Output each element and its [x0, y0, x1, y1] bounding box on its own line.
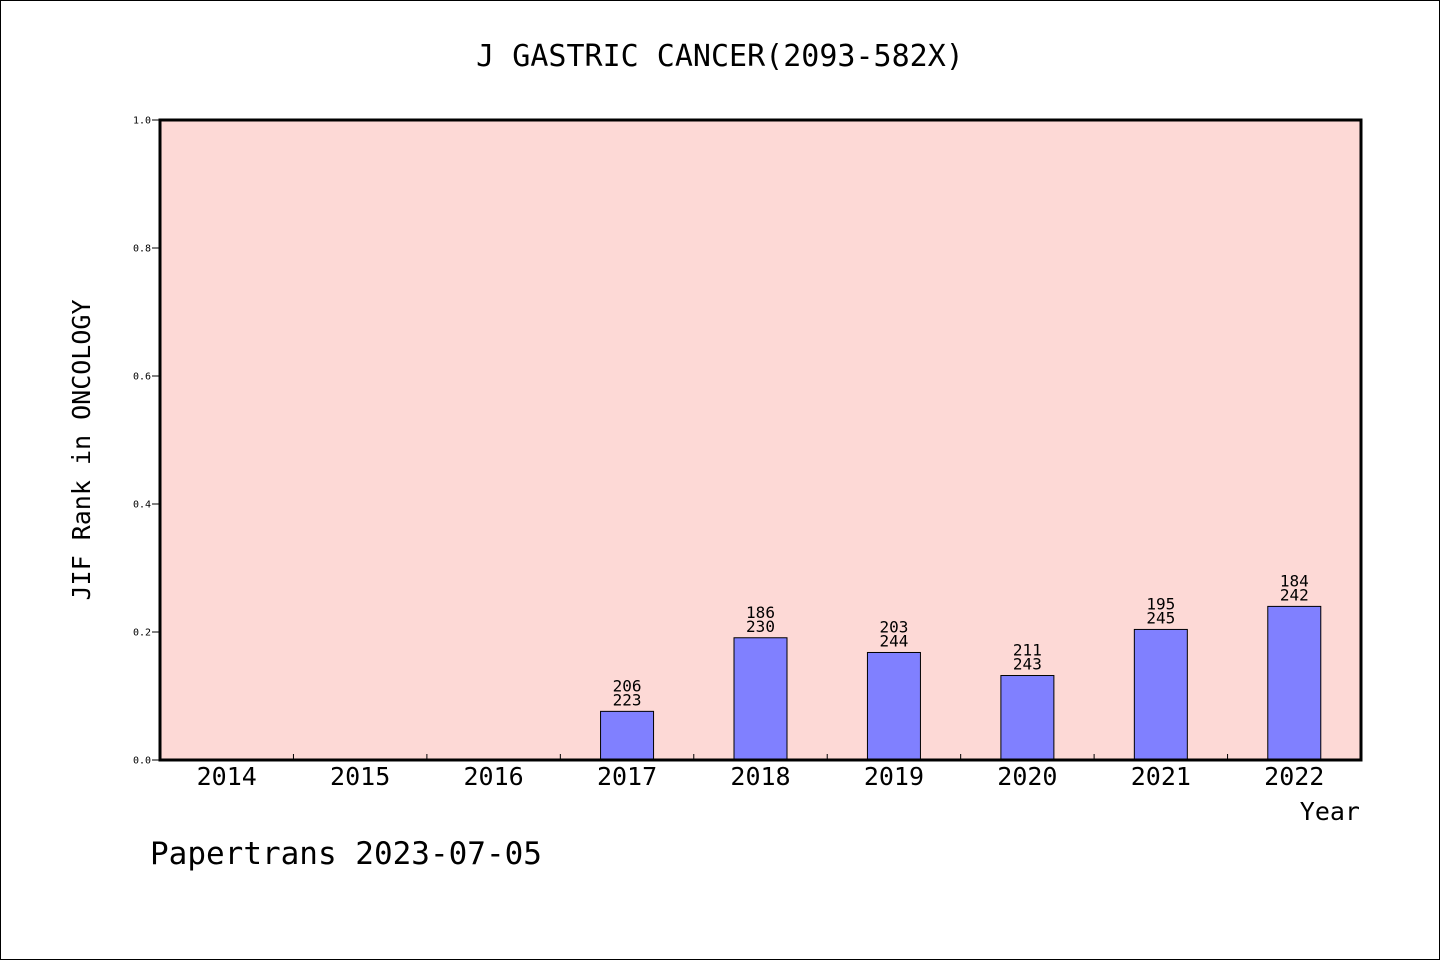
bar-label-top: 211: [1013, 641, 1042, 660]
chart-title: J GASTRIC CANCER(2093-582X): [476, 39, 964, 74]
bar-label-bottom: 223: [613, 690, 642, 709]
bar-label-bottom: 230: [746, 617, 775, 636]
x-tick-label: 2019: [864, 762, 924, 791]
plot-border: [158, 118, 1363, 762]
x-tick-label: 2017: [597, 762, 657, 791]
bar-label-top: 184: [1280, 571, 1309, 590]
bar-label-top: 203: [879, 617, 908, 636]
bar-label-bottom: 244: [879, 631, 908, 650]
bar-label-bottom: 242: [1280, 585, 1309, 604]
x-tick-label: 2021: [1131, 762, 1191, 791]
bar-label-bottom: 245: [1146, 608, 1175, 627]
y-tick-label: 0.2: [133, 628, 151, 639]
y-axis: 0.0 0.2 0.4 0.6 0.8 1.0: [133, 116, 160, 767]
y-tick-label: 0.4: [133, 500, 151, 511]
bar-2020: [1000, 675, 1055, 761]
bar-2018: [733, 637, 788, 761]
x-tick-label: 2014: [197, 762, 257, 791]
bar-2019: [866, 651, 921, 761]
bar-label-top: 206: [613, 676, 642, 695]
x-tick-label: 2016: [464, 762, 524, 791]
bar-label-top: 186: [746, 603, 775, 622]
x-tick-label: 2018: [730, 762, 790, 791]
bar-2017: [600, 710, 655, 761]
bar-label-top: 195: [1146, 594, 1175, 613]
y-axis-label: JIF Rank in ONCOLOGY: [67, 299, 96, 600]
bar-label-bottom: 243: [1013, 655, 1042, 674]
x-tick-label: 2015: [330, 762, 390, 791]
bar-2022: [1267, 605, 1322, 761]
x-axis: 2014 2015 2016 2017 2018 2019 2020 2021 2022: [197, 754, 1324, 791]
bar-2021: [1133, 628, 1188, 761]
bars-group: [600, 605, 1322, 761]
y-tick-label: 0.8: [133, 244, 151, 255]
y-tick-label: 1.0: [133, 116, 151, 127]
x-tick-label: 2022: [1264, 762, 1324, 791]
footer-credit: Papertrans 2023-07-05: [150, 836, 542, 872]
x-axis-label: Year: [1300, 797, 1360, 826]
y-tick-label: 0.0: [133, 756, 151, 767]
x-tick-label: 2020: [997, 762, 1057, 791]
y-tick-label: 0.6: [133, 372, 151, 383]
